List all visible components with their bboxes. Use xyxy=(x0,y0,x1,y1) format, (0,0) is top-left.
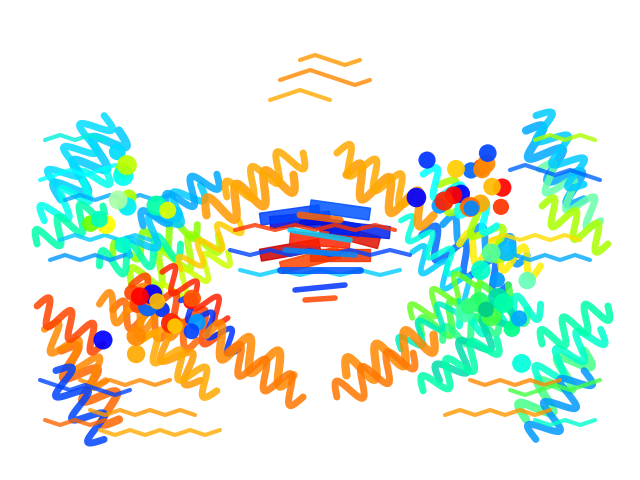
Point xyxy=(507,325,517,333)
Point xyxy=(496,203,506,211)
Point xyxy=(94,216,104,223)
Point xyxy=(501,247,511,255)
Point xyxy=(170,322,180,330)
Point xyxy=(152,298,163,305)
Point xyxy=(456,190,466,198)
Point xyxy=(463,302,474,310)
Point xyxy=(476,266,486,274)
Point xyxy=(98,336,108,344)
Point xyxy=(152,202,162,209)
Point xyxy=(147,290,157,298)
Point xyxy=(122,203,132,210)
Polygon shape xyxy=(280,246,340,274)
Point xyxy=(487,183,497,191)
Point xyxy=(465,203,475,211)
Point xyxy=(131,350,141,358)
Polygon shape xyxy=(310,200,371,220)
Point xyxy=(499,299,509,307)
Point xyxy=(476,200,486,207)
Point xyxy=(122,161,132,169)
Polygon shape xyxy=(289,231,351,249)
Point xyxy=(112,148,122,156)
Point xyxy=(132,301,143,309)
Point xyxy=(124,193,134,201)
Polygon shape xyxy=(319,221,381,249)
Polygon shape xyxy=(259,239,321,261)
Point xyxy=(85,220,95,228)
Point xyxy=(118,167,128,175)
Point xyxy=(146,292,156,300)
Point xyxy=(492,276,502,284)
Point xyxy=(486,312,496,320)
Polygon shape xyxy=(310,249,370,261)
Point xyxy=(187,295,197,302)
Point xyxy=(514,314,524,322)
Polygon shape xyxy=(330,221,390,239)
Point xyxy=(163,206,173,214)
Point xyxy=(101,221,111,228)
Point xyxy=(460,309,470,317)
Point xyxy=(166,319,176,327)
Point xyxy=(120,200,130,207)
Point xyxy=(186,298,196,305)
Point xyxy=(522,276,532,284)
Point xyxy=(466,167,476,174)
Point xyxy=(157,306,167,313)
Point xyxy=(435,202,445,210)
Point xyxy=(412,193,422,201)
Point xyxy=(439,197,449,205)
Point xyxy=(497,184,508,192)
Point xyxy=(192,318,202,326)
Polygon shape xyxy=(300,214,360,236)
Point xyxy=(138,288,148,295)
Polygon shape xyxy=(259,205,321,225)
Point xyxy=(474,299,484,306)
Point xyxy=(143,303,153,311)
Point xyxy=(186,327,196,335)
Point xyxy=(516,360,527,367)
Point xyxy=(476,164,486,171)
Point xyxy=(169,211,179,218)
Point xyxy=(113,196,124,204)
Point xyxy=(466,204,476,212)
Polygon shape xyxy=(269,211,330,228)
Point xyxy=(135,293,145,300)
Point xyxy=(449,192,459,199)
Point xyxy=(131,332,141,340)
Point xyxy=(483,149,493,157)
Point xyxy=(422,156,432,164)
Point xyxy=(118,241,128,249)
Point xyxy=(127,289,138,297)
Point xyxy=(481,160,492,168)
Point xyxy=(118,172,129,180)
Point xyxy=(481,306,491,313)
Point xyxy=(477,166,487,173)
Point xyxy=(451,165,461,173)
Point xyxy=(486,249,496,257)
Point xyxy=(493,294,503,302)
